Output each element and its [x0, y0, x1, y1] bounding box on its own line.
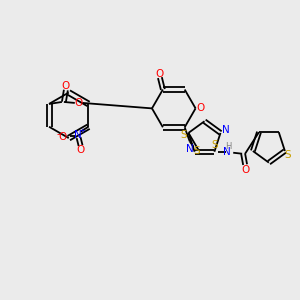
- Text: N: N: [186, 144, 194, 154]
- Text: O: O: [76, 146, 85, 155]
- Text: N: N: [222, 125, 229, 135]
- Text: S: S: [211, 140, 218, 150]
- Text: S: S: [180, 130, 187, 140]
- Text: O: O: [156, 69, 164, 79]
- Text: O: O: [241, 165, 249, 175]
- Text: +: +: [80, 128, 85, 134]
- Text: O: O: [196, 103, 205, 113]
- Text: N: N: [224, 147, 231, 157]
- Text: O: O: [58, 132, 67, 142]
- Text: H: H: [225, 142, 231, 151]
- Text: N: N: [74, 130, 82, 140]
- Text: O: O: [75, 98, 83, 108]
- Text: -: -: [56, 129, 59, 139]
- Text: O: O: [62, 81, 70, 91]
- Text: S: S: [193, 146, 200, 156]
- Text: S: S: [285, 150, 291, 160]
